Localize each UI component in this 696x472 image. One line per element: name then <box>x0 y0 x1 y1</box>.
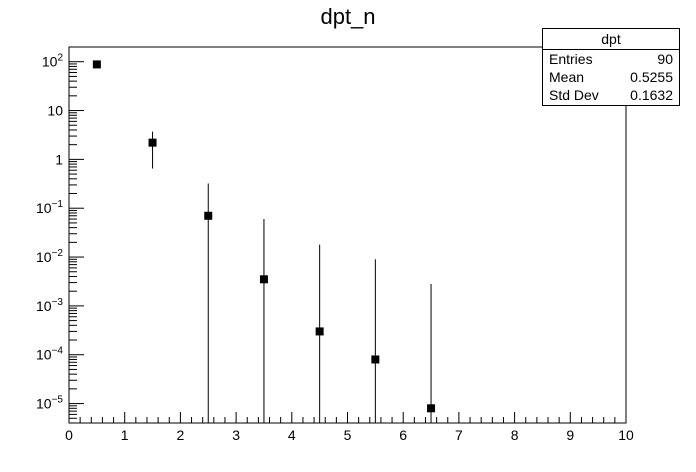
y-tick-label: 10−2 <box>36 248 63 265</box>
chart-title: dpt_n <box>320 4 376 29</box>
y-tick-label: 10 <box>47 103 63 119</box>
y-tick-label: 10−3 <box>36 297 63 314</box>
stats-stddev-label: Std Dev <box>549 87 599 103</box>
x-tick-label: 10 <box>618 427 634 443</box>
x-tick-label: 8 <box>511 427 519 443</box>
x-tick-label: 0 <box>65 427 73 443</box>
y-tick-label: 102 <box>42 53 64 70</box>
data-point <box>315 327 324 336</box>
stats-stddev-value: 0.1632 <box>630 87 673 103</box>
y-tick-label: 1 <box>55 151 63 167</box>
data-point <box>204 211 213 220</box>
stats-mean-value: 0.5255 <box>630 69 673 85</box>
stats-mean-label: Mean <box>549 69 585 85</box>
stats-row-stddev: Std Dev 0.1632 <box>543 86 679 104</box>
x-tick-label: 9 <box>566 427 574 443</box>
y-tick-label: 10−1 <box>36 199 63 216</box>
x-tick-label: 7 <box>455 427 463 443</box>
data-point <box>148 138 157 147</box>
x-tick-label: 2 <box>177 427 185 443</box>
stats-box-title: dpt <box>543 29 679 50</box>
data-point <box>427 404 436 413</box>
stats-box: dpt Entries 90 Mean 0.5255 Std Dev 0.163… <box>542 28 680 106</box>
y-tick-label: 10−4 <box>36 346 63 363</box>
x-tick-label: 5 <box>344 427 352 443</box>
x-tick-label: 4 <box>288 427 296 443</box>
y-tick-label: 10−5 <box>36 395 63 412</box>
stats-row-mean: Mean 0.5255 <box>543 68 679 86</box>
x-tick-label: 1 <box>121 427 129 443</box>
stats-entries-label: Entries <box>549 51 593 67</box>
data-point <box>371 355 380 364</box>
stats-row-entries: Entries 90 <box>543 50 679 68</box>
stats-entries-value: 90 <box>657 51 673 67</box>
data-point <box>92 60 101 69</box>
x-tick-label: 6 <box>399 427 407 443</box>
x-tick-label: 3 <box>232 427 240 443</box>
data-point <box>259 275 268 284</box>
